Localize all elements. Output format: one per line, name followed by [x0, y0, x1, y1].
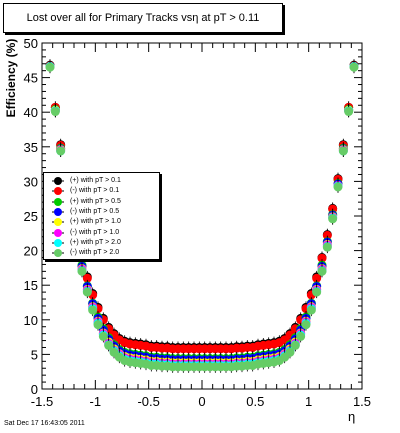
legend-label: (+) with pT > 2.0: [70, 238, 121, 246]
legend: (+) with pT > 0.1 (-) with pT > 0.1 (+) wi…: [43, 172, 160, 260]
data-point: [93, 320, 103, 330]
legend-marker: [52, 197, 64, 206]
legend-entry: (-) with pT > 0.5: [44, 207, 159, 217]
data-point: [45, 62, 55, 72]
y-tick-label: 50: [24, 36, 38, 51]
legend-marker: [52, 187, 64, 196]
y-tick-label: 45: [24, 71, 38, 86]
legend-label: (-) with pT > 0.1: [70, 187, 120, 195]
chart-title-text: Lost over all for Primary Tracks vsη at …: [26, 12, 260, 24]
data-point: [333, 182, 343, 192]
chart-title: Lost over all for Primary Tracks vsη at …: [3, 3, 283, 33]
y-tick-label: 10: [24, 313, 38, 328]
y-tick-label: 0: [31, 382, 38, 397]
legend-entry: (+) with pT > 1.0: [44, 217, 159, 227]
legend-label: (+) with pT > 0.5: [70, 197, 121, 205]
legend-entry: (-) with pT > 2.0: [44, 248, 159, 258]
x-tick-label: -1.5: [31, 394, 53, 409]
y-tick-label: 5: [31, 347, 38, 362]
data-point: [312, 287, 322, 297]
legend-marker: [52, 249, 64, 258]
data-point: [317, 266, 327, 276]
legend-label: (-) with pT > 2.0: [70, 249, 120, 257]
y-tick-label: 25: [24, 209, 38, 224]
legend-entry: (+) with pT > 0.5: [44, 197, 159, 207]
x-tick-label: 1: [305, 394, 312, 409]
y-tick-label: 30: [24, 174, 38, 189]
data-point: [306, 305, 316, 315]
x-tick-label: 0: [198, 394, 205, 409]
data-point: [322, 242, 332, 252]
x-axis-label: η: [348, 409, 356, 424]
timestamp-footer: Sat Dec 17 16:43:05 2011: [4, 420, 85, 427]
data-point: [56, 146, 66, 156]
legend-marker: [52, 228, 64, 237]
legend-marker: [52, 238, 64, 247]
data-point: [104, 340, 114, 350]
legend-marker: [52, 207, 64, 216]
data-point: [77, 266, 87, 276]
y-tick-label: 15: [24, 278, 38, 293]
legend-label: (-) with pT > 1.0: [70, 228, 120, 236]
data-point: [301, 320, 311, 330]
legend-label: (-) with pT > 0.5: [70, 207, 120, 215]
x-tick-label: -0.5: [137, 394, 159, 409]
x-tick-label: 0.5: [246, 394, 264, 409]
y-tick-label: 35: [24, 140, 38, 155]
data-point: [338, 146, 348, 156]
legend-entry: (+) with pT > 2.0: [44, 238, 159, 248]
data-point: [290, 340, 300, 350]
y-tick-label: 40: [24, 105, 38, 120]
data-point: [50, 107, 60, 117]
data-point: [349, 62, 359, 72]
data-point: [98, 331, 108, 341]
legend-entry: (-) with pT > 0.1: [44, 186, 159, 196]
data-point: [344, 107, 354, 117]
y-tick-label: 20: [24, 244, 38, 259]
x-tick-label: 1.5: [353, 394, 371, 409]
x-tick-label: -1: [90, 394, 102, 409]
legend-entry: (+) with pT > 0.1: [44, 176, 159, 186]
legend-entry: (-) with pT > 1.0: [44, 228, 159, 238]
data-point: [328, 214, 338, 224]
legend-marker: [52, 218, 64, 227]
legend-label: (+) with pT > 1.0: [70, 218, 121, 226]
data-point: [88, 305, 98, 315]
data-point: [285, 347, 295, 357]
data-point: [296, 331, 306, 341]
legend-label: (+) with pT > 0.1: [70, 177, 121, 184]
y-axis-label: Efficiency (%): [4, 38, 18, 118]
legend-marker: [52, 177, 64, 185]
data-point: [82, 287, 92, 297]
